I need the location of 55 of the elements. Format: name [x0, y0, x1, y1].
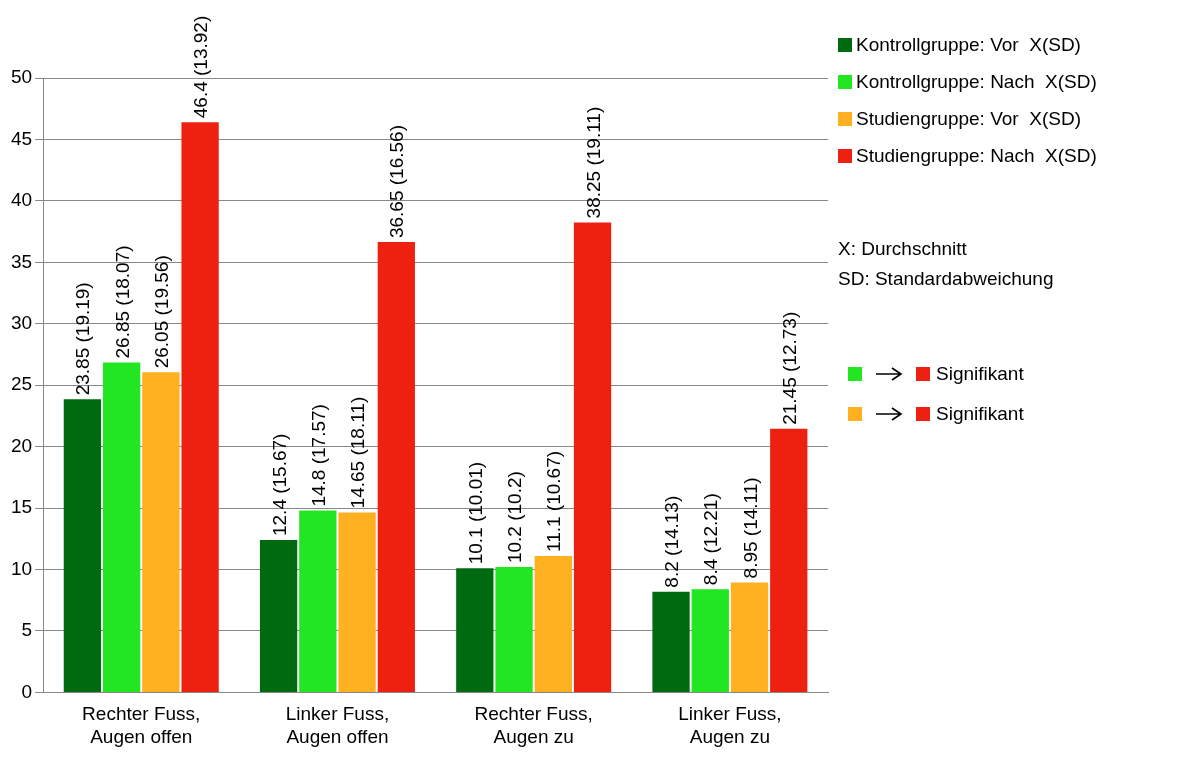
y-tick-label: 0	[21, 680, 33, 702]
y-tick-label: 10	[10, 557, 33, 579]
data-label: 38.25 (19.11)	[582, 106, 604, 219]
y-tick-label: 40	[10, 189, 33, 211]
y-tick-label: 30	[10, 311, 33, 333]
bar	[299, 510, 337, 692]
data-label: 8.4 (12.21)	[700, 493, 722, 586]
x-tick-label: Linker Fuss, Augen zu	[678, 703, 782, 747]
data-label: 14.65 (18.11)	[347, 396, 369, 509]
legend-label: Kontrollgruppe: Nach X(SD)	[856, 70, 1097, 93]
data-label: 12.4 (15.67)	[268, 433, 290, 537]
text: X: Durchschnitt	[838, 237, 968, 261]
y-tick-label: 25	[10, 373, 33, 395]
x-tick-label: Linker Fuss, Augen offen	[285, 703, 390, 747]
bar	[338, 512, 376, 692]
bar	[181, 122, 219, 692]
text: SD: Standardabweichung	[838, 267, 1055, 291]
bar	[652, 591, 690, 692]
y-tick-label: 45	[10, 127, 33, 149]
data-label: 14.8 (17.57)	[307, 404, 329, 507]
text: Signifikant	[936, 363, 1024, 385]
bar	[259, 540, 298, 692]
bar	[573, 222, 612, 692]
y-tick-label: 15	[10, 496, 33, 518]
legend-label: Studiengruppe: Nach X(SD)	[856, 144, 1097, 167]
y-tick-label: 20	[10, 434, 33, 456]
y-tick-label: 35	[10, 250, 33, 272]
data-label: 8.95 (14.11)	[739, 477, 761, 579]
legend-label: Kontrollgruppe: Vor X(SD)	[856, 33, 1081, 56]
y-tick-label: 50	[10, 66, 33, 88]
data-label: 36.65 (16.56)	[386, 125, 408, 239]
data-label: 26.05 (19.56)	[150, 255, 172, 369]
data-label: 46.4 (13.92)	[190, 15, 212, 119]
bar	[770, 428, 808, 692]
bar	[456, 568, 494, 692]
data-label: 26.85 (18.07)	[111, 245, 133, 359]
data-label: 21.45 (12.73)	[778, 311, 800, 425]
legend-label: Studiengruppe: Vor X(SD)	[856, 107, 1081, 130]
y-tick-label: 5	[21, 619, 33, 641]
data-label: 11.1 (10.67)	[543, 450, 565, 552]
bar	[142, 372, 180, 692]
bar	[691, 589, 729, 692]
data-label: 23.85 (19.19)	[72, 282, 94, 396]
data-label: 10.2 (10.2)	[504, 471, 526, 564]
bar	[495, 567, 533, 692]
bar	[63, 399, 102, 692]
bar	[730, 582, 769, 692]
bar	[534, 556, 572, 692]
data-label: 8.2 (14.13)	[661, 495, 683, 588]
bar	[102, 362, 141, 692]
data-label: 10.1 (10.01)	[464, 461, 486, 565]
text: Signifikant	[936, 403, 1024, 425]
x-tick-label: Rechter Fuss, Augen zu	[474, 703, 593, 747]
x-tick-label: Rechter Fuss, Augen offen	[82, 703, 201, 747]
bar	[377, 242, 415, 692]
